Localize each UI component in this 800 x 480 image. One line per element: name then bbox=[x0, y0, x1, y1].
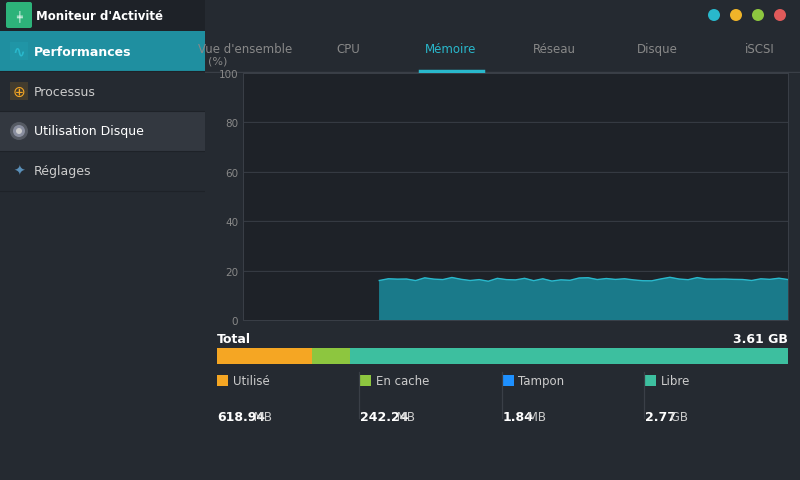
Bar bbox=[217, 348, 312, 364]
Bar bbox=[502, 375, 514, 386]
Text: Mémoire: Mémoire bbox=[426, 43, 477, 56]
Text: Processus: Processus bbox=[34, 85, 96, 98]
Circle shape bbox=[16, 129, 22, 135]
Text: MB: MB bbox=[250, 410, 272, 423]
Text: Disque: Disque bbox=[637, 43, 678, 56]
Bar bbox=[360, 375, 370, 386]
FancyBboxPatch shape bbox=[10, 83, 28, 101]
Text: GB: GB bbox=[667, 410, 688, 423]
Circle shape bbox=[13, 126, 25, 138]
Text: Réglages: Réglages bbox=[34, 165, 91, 178]
Circle shape bbox=[10, 123, 28, 141]
Text: Tampon: Tampon bbox=[518, 374, 565, 387]
Text: Vue d'ensemble: Vue d'ensemble bbox=[198, 43, 292, 56]
Text: Utilisation Disque: Utilisation Disque bbox=[34, 125, 144, 138]
Text: Libre: Libre bbox=[662, 374, 690, 387]
Bar bbox=[646, 375, 656, 386]
Text: CPU: CPU bbox=[336, 43, 360, 56]
Text: 242.24: 242.24 bbox=[360, 410, 408, 423]
Circle shape bbox=[752, 10, 764, 22]
Text: 1.84: 1.84 bbox=[502, 410, 534, 423]
Bar bbox=[0, 112, 205, 152]
Text: ∿: ∿ bbox=[13, 45, 26, 60]
Bar bbox=[217, 375, 228, 386]
FancyBboxPatch shape bbox=[6, 3, 32, 29]
Text: Réseau: Réseau bbox=[533, 43, 575, 56]
FancyBboxPatch shape bbox=[10, 43, 28, 61]
Bar bbox=[312, 348, 350, 364]
Text: (%): (%) bbox=[207, 57, 227, 66]
Text: MB: MB bbox=[525, 410, 546, 423]
Circle shape bbox=[730, 10, 742, 22]
Bar bbox=[0, 0, 205, 32]
Text: Moniteur d'Activité: Moniteur d'Activité bbox=[36, 10, 163, 23]
Text: ╪: ╪ bbox=[16, 10, 22, 22]
Text: En cache: En cache bbox=[376, 374, 429, 387]
Circle shape bbox=[708, 10, 720, 22]
Text: MB: MB bbox=[393, 410, 414, 423]
Circle shape bbox=[774, 10, 786, 22]
Bar bbox=[0, 32, 205, 72]
Text: 618.94: 618.94 bbox=[217, 410, 265, 423]
Bar bbox=[350, 348, 788, 364]
Text: ⊕: ⊕ bbox=[13, 84, 26, 99]
Text: 3.61 GB: 3.61 GB bbox=[733, 332, 788, 345]
Bar bbox=[0, 152, 205, 192]
Text: ✦: ✦ bbox=[13, 165, 25, 179]
Text: Utilisé: Utilisé bbox=[233, 374, 270, 387]
Bar bbox=[0, 72, 205, 112]
Text: Performances: Performances bbox=[34, 46, 131, 59]
Text: 2.77: 2.77 bbox=[646, 410, 676, 423]
Text: iSCSI: iSCSI bbox=[745, 43, 775, 56]
Text: Total: Total bbox=[217, 332, 251, 345]
